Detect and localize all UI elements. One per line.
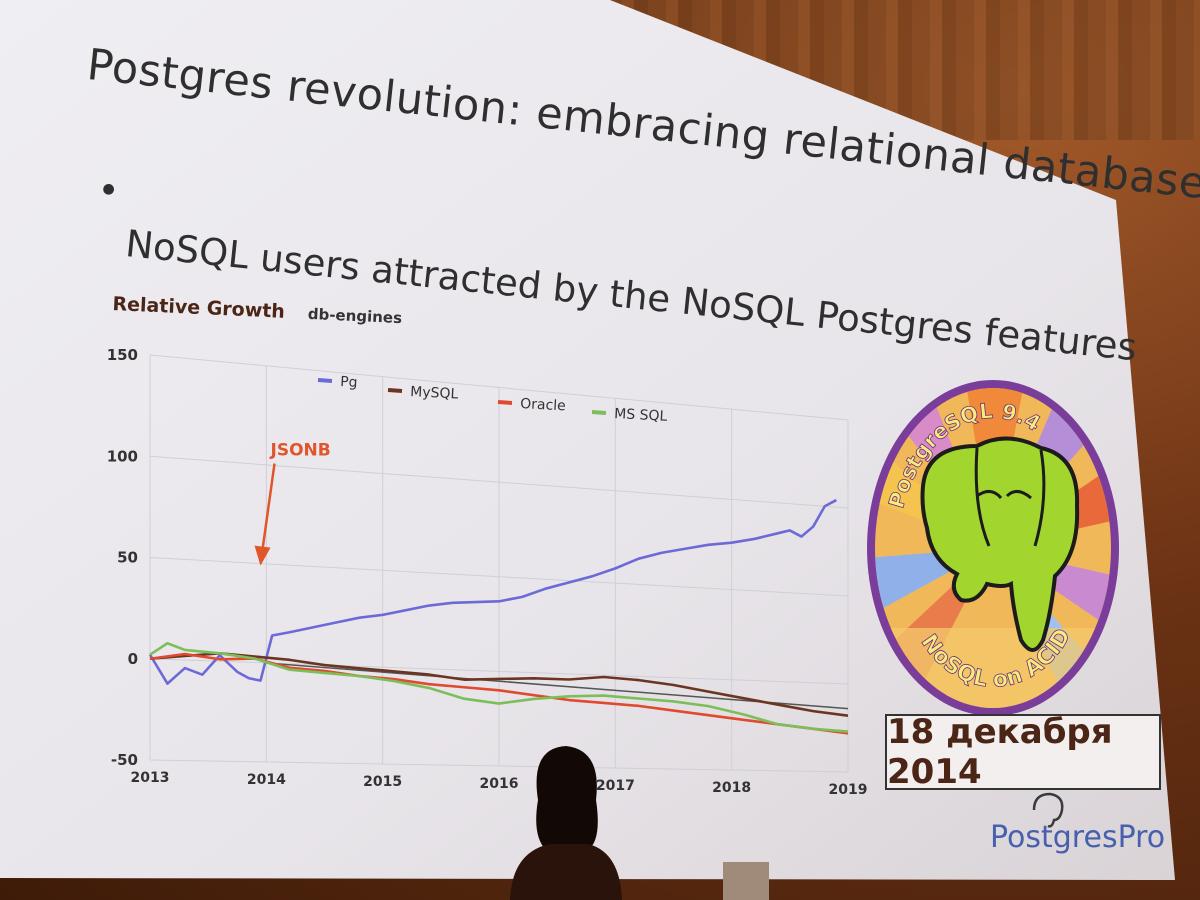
legend-label: Oracle	[520, 396, 566, 414]
series-line-pg	[148, 498, 837, 685]
jsonb-annotation-label: JSONB	[270, 441, 331, 461]
release-date-box: 18 декабря 2014	[885, 712, 1161, 792]
series-line-ms-sql	[149, 641, 849, 733]
y-tick-label: 50	[117, 549, 138, 567]
y-tick-label: 0	[128, 650, 138, 668]
x-tick-label: 2013	[131, 770, 170, 786]
grid-line-y-150	[149, 354, 849, 421]
x-tick-label: 2016	[480, 776, 519, 792]
presenter-silhouette	[510, 746, 622, 900]
series-line-mysql	[149, 651, 849, 717]
jsonb-arrow-shaft	[261, 463, 276, 550]
elephant-brand-icon	[1032, 792, 1064, 828]
x-tick-label: 2017	[596, 778, 635, 794]
reference-line	[266, 662, 849, 710]
laptop-lid	[723, 862, 769, 900]
x-tick-label: 2014	[247, 772, 286, 788]
postgrespro-logo: PostgresPro	[990, 820, 1166, 855]
x-tick-label: 2019	[829, 782, 868, 798]
y-tick-label: -50	[111, 751, 138, 769]
postgresql-94-badge: PostgreSQL 9.4 NoSQL on ACID	[867, 380, 1119, 716]
legend-swatch	[387, 388, 403, 393]
grid-line-y--50	[149, 759, 849, 773]
y-tick-label: 100	[107, 447, 138, 465]
grid-line-y-100	[149, 455, 849, 509]
x-tick-label: 2018	[712, 780, 751, 796]
release-date-text: 18 декабря 2014	[887, 712, 1113, 792]
jsonb-arrow-head	[254, 545, 271, 566]
legend-label: MySQL	[410, 384, 459, 403]
legend-label: Pg	[340, 374, 358, 391]
y-tick-label: 150	[107, 346, 138, 364]
legend-swatch	[591, 410, 607, 415]
legend-swatch	[497, 400, 513, 405]
legend-label: MS SQL	[614, 406, 668, 425]
elephant-logo	[920, 436, 1080, 652]
legend-swatch	[317, 378, 333, 383]
grid-line-y-50	[149, 557, 849, 597]
x-tick-label: 2015	[363, 774, 402, 790]
